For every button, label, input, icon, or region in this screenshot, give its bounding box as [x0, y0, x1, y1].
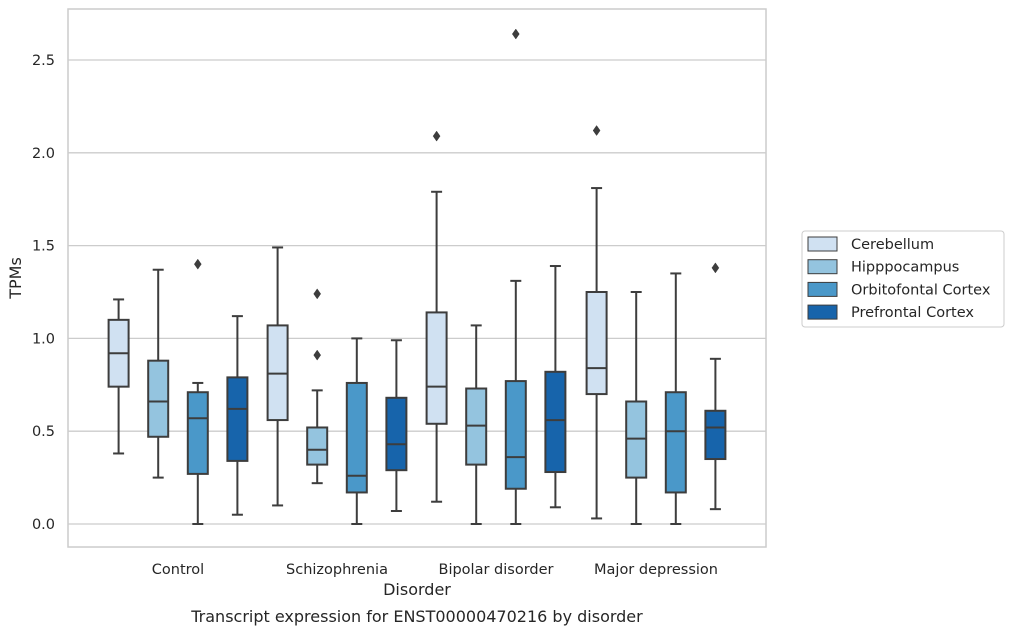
box-body — [504, 380, 527, 490]
legend-frame — [801, 230, 1005, 328]
box-orbitofontal-cortex-major-depression — [664, 272, 687, 525]
box-body — [186, 391, 209, 475]
box-orbitofontal-cortex-bipolar-disorder — [504, 28, 527, 525]
box-prefrontal-cortex-bipolar-disorder — [544, 265, 567, 509]
box-orbitofontal-cortex-control — [186, 258, 209, 525]
y-tick-label: 0.5 — [32, 424, 55, 440]
box-body — [585, 291, 608, 396]
outlier-point — [511, 28, 520, 40]
legend-label: Prefrontal Cortex — [851, 305, 974, 321]
box-prefrontal-cortex-major-depression — [704, 262, 727, 511]
y-tick-labels: 0.0 0.5 1.0 1.5 2.0 2.5 — [32, 53, 55, 533]
y-tick-label: 1.5 — [32, 239, 55, 255]
outlier-point — [313, 288, 322, 300]
x-tick-label: Major depression — [594, 562, 718, 578]
x-tick-label: Schizophrenia — [286, 562, 388, 578]
legend-swatch — [807, 236, 838, 252]
box-hipppocampus-schizophrenia — [306, 288, 329, 485]
box-body — [226, 376, 249, 462]
box-prefrontal-cortex-schizophrenia — [385, 339, 408, 513]
x-tick-labels: Control Schizophrenia Bipolar disorder Majo… — [152, 562, 718, 578]
box-plots — [107, 28, 727, 525]
y-tick-label: 2.0 — [32, 146, 55, 162]
box-prefrontal-cortex-control — [226, 315, 249, 516]
box-hipppocampus-major-depression — [625, 291, 648, 525]
legend-label: Hipppocampus — [851, 260, 959, 276]
box-body — [306, 426, 329, 466]
box-hipppocampus-control — [147, 268, 170, 479]
box-hipppocampus-bipolar-disorder — [465, 324, 488, 525]
y-tick-label: 1.0 — [32, 331, 55, 347]
box-cerebellum-major-depression — [585, 125, 608, 520]
x-tick-label: Control — [152, 562, 204, 578]
box-cerebellum-control — [107, 298, 130, 455]
x-tick-label: Bipolar disorder — [439, 562, 554, 578]
outlier-point — [313, 349, 322, 361]
chart-caption: Transcript expression for ENST0000047021… — [190, 607, 643, 626]
legend-swatch — [807, 281, 838, 297]
x-axis-label: Disorder — [383, 580, 451, 599]
legend-label: Cerebellum — [851, 237, 934, 253]
box-body — [425, 311, 448, 425]
y-tick-label: 0.0 — [32, 517, 55, 533]
box-cerebellum-bipolar-disorder — [425, 130, 448, 503]
box-cerebellum-schizophrenia — [266, 246, 289, 507]
legend-label: Orbitofontal Cortex — [851, 282, 991, 298]
box-body — [385, 396, 408, 472]
box-body — [345, 381, 368, 494]
box-body — [704, 409, 727, 461]
outlier-point — [592, 125, 601, 136]
legend-swatch — [807, 304, 838, 320]
outlier-point — [432, 130, 441, 142]
outlier-point — [193, 258, 202, 270]
box-body — [664, 391, 687, 494]
grid-lines — [68, 59, 766, 525]
legend: Cerebellum Hipppocampus Orbitofontal Corte… — [801, 230, 1005, 328]
plot-frame — [67, 8, 767, 548]
box-body — [544, 370, 567, 474]
y-axis-label: TPMs — [6, 257, 25, 300]
box-orbitofontal-cortex-schizophrenia — [345, 337, 368, 525]
outlier-point — [711, 262, 720, 274]
y-tick-label: 2.5 — [32, 53, 55, 69]
box-body — [147, 359, 170, 438]
legend-swatch — [807, 259, 838, 275]
